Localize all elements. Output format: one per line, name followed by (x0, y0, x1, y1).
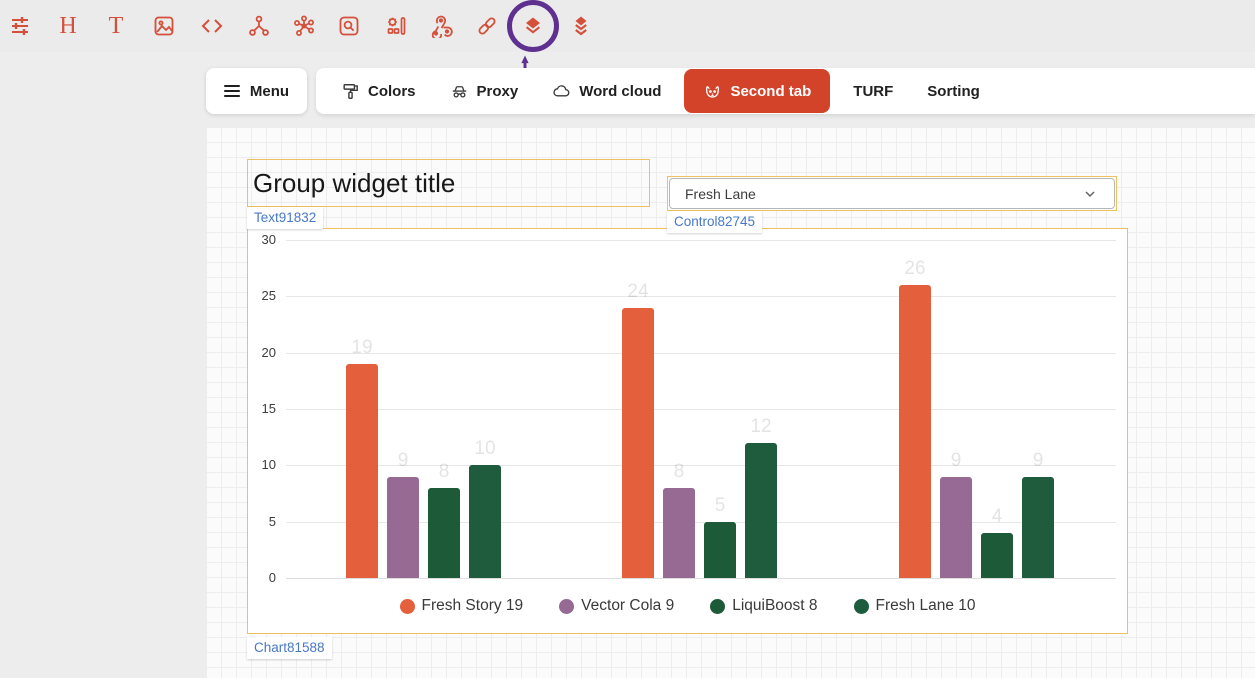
tab-sorting[interactable]: Sorting (927, 82, 980, 100)
y-axis-tick: 5 (268, 513, 276, 529)
chart-canvas: 0 5 10 15 20 25 30 19 24 26 9 8 9 8 5 4 10 12 9 (248, 229, 1127, 633)
bar-value-label: 12 (750, 415, 772, 437)
text-icon[interactable]: T (108, 13, 124, 39)
control-widget[interactable]: Fresh Lane (667, 176, 1117, 211)
chart-legend: Fresh Story 19 Vector Cola 9 LiquiBoost 8 F… (248, 597, 1127, 615)
legend-label: Fresh Lane 10 (875, 597, 976, 614)
bar (622, 307, 654, 578)
search-box-icon[interactable] (337, 14, 361, 38)
menu-button[interactable]: Menu (206, 68, 307, 114)
y-axis-tick: 20 (261, 344, 276, 360)
y-axis-tick: 0 (268, 570, 276, 585)
toolbar: H T (0, 0, 1255, 79)
tab-second-tab[interactable]: Second tab (684, 69, 831, 113)
tab-colors[interactable]: Colors (324, 68, 433, 114)
bar-value-label: 5 (714, 494, 726, 516)
tune-icon[interactable] (8, 14, 32, 38)
legend-dot-icon (853, 598, 869, 614)
bar-value-label: 4 (991, 505, 1003, 527)
paint-roller-icon (343, 83, 358, 99)
incognito-icon (452, 85, 466, 98)
gridline (286, 465, 1116, 467)
gridline (286, 578, 1116, 579)
bar-value-label: 26 (904, 258, 926, 280)
chart-widget-tag: Chart81588 (247, 637, 332, 659)
link-icon[interactable] (475, 14, 499, 38)
text-widget-tag: Text91832 (247, 207, 324, 229)
gridline (286, 296, 1116, 298)
tab-word-cloud[interactable]: Word cloud (535, 68, 678, 114)
settings-panel-icon[interactable] (384, 14, 408, 38)
layers-icon[interactable] (507, 0, 559, 79)
bar (899, 285, 931, 578)
legend-item: Vector Cola 9 (559, 597, 674, 615)
bar-value-label: 9 (1032, 449, 1044, 471)
chevron-down-icon[interactable] (1082, 186, 1098, 202)
group-widget-title: Group widget title (253, 167, 456, 198)
chart-widget[interactable]: 0 5 10 15 20 25 30 19 24 26 9 8 9 8 5 4 10 12 9 Fresh Stor… (247, 228, 1128, 634)
cluster-icon[interactable] (292, 14, 316, 38)
legend-label: Vector Cola 9 (581, 597, 675, 614)
legend-dot-icon (559, 598, 575, 614)
legend-item: Fresh Story 19 (399, 597, 524, 615)
legend-dot-icon (399, 598, 415, 614)
bar-value-label: 8 (673, 460, 685, 482)
bar (981, 532, 1013, 578)
gridline (286, 240, 1116, 241)
bar (387, 476, 419, 578)
bar-value-label: 10 (474, 438, 496, 460)
text-widget[interactable]: Group widget title (247, 159, 650, 207)
gridline (286, 352, 1116, 354)
dropdown-value: Fresh Lane (685, 185, 756, 202)
bar (663, 487, 695, 578)
hamburger-icon (223, 85, 240, 97)
cloud-icon (553, 84, 570, 97)
bar-value-label: 9 (397, 449, 409, 471)
webhook-icon[interactable] (429, 14, 453, 38)
graph-icon[interactable] (247, 14, 271, 38)
control-widget-tag: Control82745 (667, 211, 763, 233)
bar (346, 363, 378, 578)
legend-dot-icon (710, 598, 726, 614)
bar (428, 487, 460, 578)
image-icon[interactable] (152, 14, 176, 38)
legend-label: LiquiBoost 8 (732, 597, 818, 614)
gridline (286, 521, 1116, 523)
bar-value-label: 24 (627, 280, 649, 302)
bar-value-label: 9 (950, 449, 962, 471)
legend-item: Fresh Lane 10 (853, 597, 976, 615)
bar (940, 476, 972, 578)
y-axis-tick: 30 (261, 232, 276, 247)
bar (1022, 476, 1054, 578)
gridline (286, 409, 1116, 410)
bar (469, 465, 501, 578)
y-axis-tick: 25 (261, 288, 276, 304)
tab-strip: Colors Proxy Word cloud Second tab TURF … (316, 68, 1255, 114)
legend-item: LiquiBoost 8 (710, 597, 818, 615)
bar (745, 442, 777, 578)
bar-value-label: 19 (351, 336, 373, 358)
tab-proxy[interactable]: Proxy (433, 68, 536, 114)
y-axis-tick: 15 (261, 401, 276, 416)
bar-value-label: 8 (438, 460, 450, 482)
layers-stack-icon[interactable] (569, 14, 593, 38)
bar (704, 521, 736, 578)
code-icon[interactable] (200, 14, 224, 38)
menu-label: Menu (249, 82, 290, 100)
heading-icon[interactable]: H (59, 13, 77, 39)
legend-label: Fresh Story 19 (421, 597, 524, 614)
dropdown[interactable]: Fresh Lane (669, 178, 1115, 209)
design-canvas: Group widget title Text91832 Fresh Lane … (206, 127, 1255, 678)
dog-icon (706, 85, 720, 98)
tab-turf[interactable]: TURF (853, 82, 894, 100)
y-axis-tick: 10 (261, 457, 276, 473)
